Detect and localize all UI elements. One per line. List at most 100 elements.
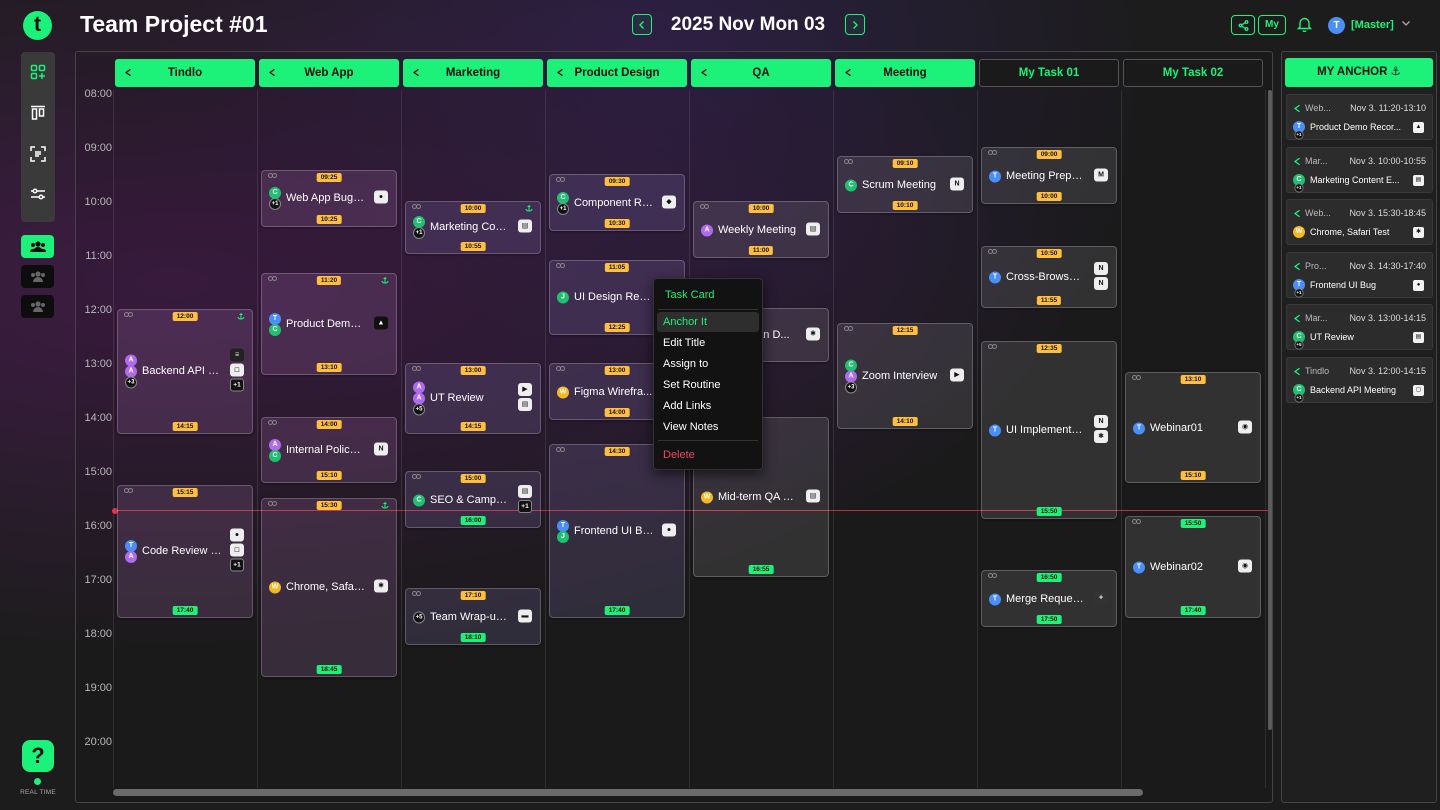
- app-link-icon[interactable]: ▶: [518, 383, 532, 397]
- menu-item-add-links[interactable]: Add Links: [663, 400, 712, 412]
- task-card[interactable]: 16:50 17:50 Merge Requests T +: [981, 570, 1117, 627]
- app-link-icon[interactable]: N: [1094, 414, 1108, 428]
- menu-item-assign-to[interactable]: Assign to: [663, 358, 709, 370]
- task-card[interactable]: 12:00 14:15 Backend API M... A A +3 ≡ ◻ +1: [117, 309, 253, 434]
- task-card[interactable]: 17:10 18:10 Team Wrap-up... +5 ▬: [405, 588, 541, 645]
- app-link-icon[interactable]: N: [950, 177, 964, 190]
- task-card[interactable]: 13:00 14:15 UT Review A A +5 ▶ ▤: [405, 363, 541, 434]
- task-card[interactable]: 12:35 15:50 UI Implementat... T N ✱: [981, 340, 1117, 519]
- more-apps-count[interactable]: +1: [230, 558, 244, 572]
- app-link-icon[interactable]: ▤: [518, 398, 532, 412]
- app-link-icon[interactable]: ◻: [1413, 384, 1424, 396]
- task-card[interactable]: 09:10 10:10 Scrum Meeting C N: [837, 156, 973, 213]
- task-card[interactable]: 13:10 15:10 Webinar01 T ◉: [1125, 372, 1261, 483]
- task-card[interactable]: 12:15 14:10 Zoom Interview C A +3 ▶: [837, 322, 973, 429]
- task-card[interactable]: 10:00 11:00 Weekly Meeting A ▤: [693, 201, 829, 258]
- more-apps-count[interactable]: +1: [230, 378, 244, 392]
- menu-item-edit-title[interactable]: Edit Title: [663, 337, 706, 349]
- column-header[interactable]: Product Design: [547, 59, 687, 87]
- anchor-item[interactable]: Web... Nov 3. 11:20-13:10 T +1 Product Demo …: [1286, 94, 1433, 140]
- app-link-icon[interactable]: ●: [230, 528, 244, 542]
- task-card[interactable]: 09:00 10:00 Meeting Prepa... T M: [981, 147, 1117, 204]
- header-share-button[interactable]: [1231, 15, 1255, 35]
- app-link-icon[interactable]: ▲: [1413, 122, 1424, 133]
- app-link-icon[interactable]: ▬: [518, 609, 532, 622]
- user-role[interactable]: [Master]: [1351, 19, 1394, 31]
- vertical-scrollbar[interactable]: [1268, 90, 1272, 730]
- app-link-icon[interactable]: ◆: [662, 195, 676, 208]
- app-link-icon[interactable]: ●: [662, 523, 676, 537]
- column-header[interactable]: QA: [691, 59, 831, 87]
- share-icon[interactable]: [556, 68, 565, 77]
- team-button-1[interactable]: [21, 235, 54, 258]
- column-header[interactable]: Meeting: [835, 59, 975, 87]
- task-card[interactable]: 10:00 10:55 Marketing Con... C +1 ▤: [405, 201, 541, 254]
- share-icon[interactable]: [844, 68, 853, 77]
- app-link-icon[interactable]: ●: [374, 190, 388, 204]
- task-card[interactable]: 15:15 17:40 Code Review S... T A ● ◻ +1: [117, 484, 253, 618]
- app-link-icon[interactable]: ▤: [1413, 332, 1424, 343]
- app-link-icon[interactable]: +: [1094, 591, 1108, 604]
- app-link-icon[interactable]: ✱: [1094, 429, 1108, 443]
- anchor-item[interactable]: Mar... Nov 3. 13:00-14:15 C +5 UT Review ▤: [1286, 304, 1433, 350]
- menu-item-view-notes[interactable]: View Notes: [663, 421, 719, 433]
- app-link-icon[interactable]: M: [1094, 168, 1108, 181]
- app-link-icon[interactable]: ▤: [806, 489, 820, 503]
- app-link-icon[interactable]: ≡: [230, 348, 244, 362]
- app-logo[interactable]: t: [23, 11, 52, 40]
- task-card[interactable]: 15:50 17:40 Webinar02 T ◉: [1125, 516, 1261, 618]
- column-header[interactable]: Web App: [259, 59, 399, 87]
- task-card[interactable]: 14:30 17:40 Frontend UI Bug T J ●: [549, 444, 685, 618]
- anchor-item[interactable]: Pro... Nov 3. 14:30-17:40 T +1 Frontend UI B…: [1286, 251, 1433, 298]
- app-link-icon[interactable]: ◉: [1238, 559, 1252, 573]
- task-card[interactable]: 09:25 10:25 Web App BugFix C +1 ●: [261, 169, 397, 227]
- task-card[interactable]: 14:00 15:10 Internal Policy ... A C N: [261, 417, 397, 483]
- my-filter-button[interactable]: My: [1258, 15, 1286, 35]
- help-button[interactable]: ?: [22, 740, 54, 772]
- column-header[interactable]: Tindlo: [115, 59, 255, 87]
- app-link-icon[interactable]: ▤: [1413, 174, 1424, 186]
- anchor-item[interactable]: Tindlo Nov 3. 12:00-14:15 C +1 Backend API M…: [1286, 356, 1433, 403]
- share-icon[interactable]: [412, 68, 421, 77]
- app-link-icon[interactable]: ◻: [230, 363, 244, 377]
- app-link-icon[interactable]: ▤: [806, 222, 820, 235]
- menu-item-set-routine[interactable]: Set Routine: [663, 379, 721, 391]
- sliders-icon[interactable]: [21, 177, 55, 211]
- app-link-icon[interactable]: ▲: [374, 316, 388, 330]
- share-icon[interactable]: [700, 68, 709, 77]
- next-day-button[interactable]: [845, 14, 865, 35]
- task-card[interactable]: 10:50 11:55 Cross-Browser... T N N: [981, 246, 1117, 308]
- anchor-item[interactable]: Web... Nov 3. 15:30-18:45 W Chrome, Safari …: [1286, 199, 1433, 245]
- app-link-icon[interactable]: ▤: [518, 484, 532, 498]
- app-link-icon[interactable]: ◉: [1238, 420, 1252, 433]
- menu-item-anchor-it[interactable]: Anchor It: [657, 312, 759, 332]
- more-apps-count[interactable]: +1: [518, 499, 532, 513]
- app-link-icon[interactable]: ✱: [374, 579, 388, 593]
- dashboard-icon[interactable]: [21, 55, 55, 89]
- app-link-icon[interactable]: N: [1094, 261, 1108, 275]
- user-avatar[interactable]: T: [1328, 17, 1345, 34]
- task-card[interactable]: 15:00 16:00 SEO & Campai... C ▤ +1: [405, 471, 541, 528]
- column-header[interactable]: My Task 01: [979, 59, 1119, 87]
- column-header[interactable]: My Task 02: [1123, 59, 1263, 87]
- prev-day-button[interactable]: [632, 14, 652, 35]
- task-card[interactable]: 09:30 10:30 Component Re... C +1 ◆: [549, 174, 685, 231]
- team-button-3[interactable]: [21, 295, 54, 318]
- chevron-down-icon[interactable]: [1401, 19, 1411, 27]
- app-link-icon[interactable]: ●: [1413, 279, 1424, 291]
- team-button-2[interactable]: [21, 265, 54, 288]
- app-link-icon[interactable]: N: [374, 442, 388, 456]
- app-link-icon[interactable]: ▶: [950, 368, 964, 382]
- scan-icon[interactable]: [21, 137, 55, 171]
- task-card[interactable]: 15:30 18:45 Chrome, Safari... W ✱: [261, 498, 397, 677]
- app-link-icon[interactable]: ◻: [230, 543, 244, 557]
- anchor-item[interactable]: Mar... Nov 3. 10:00-10:55 C +1 Marketing Con…: [1286, 146, 1433, 193]
- app-link-icon[interactable]: ✱: [806, 327, 820, 341]
- horizontal-scrollbar[interactable]: [113, 789, 1143, 796]
- app-link-icon[interactable]: ▤: [518, 219, 532, 233]
- share-icon[interactable]: [268, 68, 277, 77]
- app-link-icon[interactable]: N: [1094, 276, 1108, 290]
- task-card[interactable]: 11:20 13:10 Product Demo ... T C ▲: [261, 273, 397, 375]
- column-header[interactable]: Marketing: [403, 59, 543, 87]
- share-icon[interactable]: [124, 68, 133, 77]
